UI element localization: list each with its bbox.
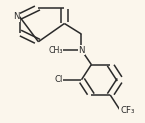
Text: CF₃: CF₃	[120, 106, 135, 115]
Text: CH₃: CH₃	[48, 46, 63, 55]
Text: N: N	[78, 46, 85, 55]
Text: N: N	[13, 12, 20, 21]
Text: Cl: Cl	[54, 75, 63, 84]
